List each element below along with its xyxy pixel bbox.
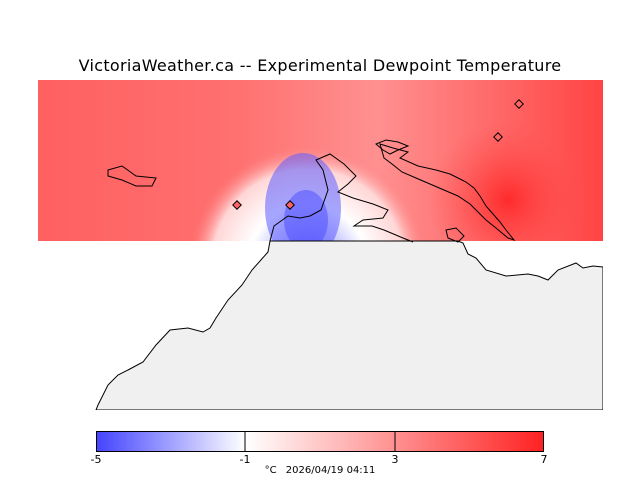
stations xyxy=(232,99,524,210)
station-marker[interactable] xyxy=(514,99,524,109)
legend-colorbar xyxy=(96,431,544,452)
legend-tick-label: 7 xyxy=(540,453,548,466)
legend-unit: °C xyxy=(264,465,277,476)
station-marker[interactable] xyxy=(232,200,242,210)
legend-tick-label: 3 xyxy=(391,453,399,466)
station-marker[interactable] xyxy=(285,200,295,210)
legend-caption: °C 2026/04/19 04:11 xyxy=(0,465,640,476)
legend-timestamp: 2026/04/19 04:11 xyxy=(285,465,376,476)
legend-tick-label: -5 xyxy=(90,453,102,466)
dewpoint-map xyxy=(38,80,603,410)
landmass xyxy=(95,240,603,410)
dewpoint-field xyxy=(38,80,603,241)
station-marker[interactable] xyxy=(493,132,503,142)
coastlines xyxy=(107,139,516,243)
legend-tick-label: -1 xyxy=(239,453,251,466)
map-title: VictoriaWeather.ca -- Experimental Dewpo… xyxy=(78,56,562,75)
